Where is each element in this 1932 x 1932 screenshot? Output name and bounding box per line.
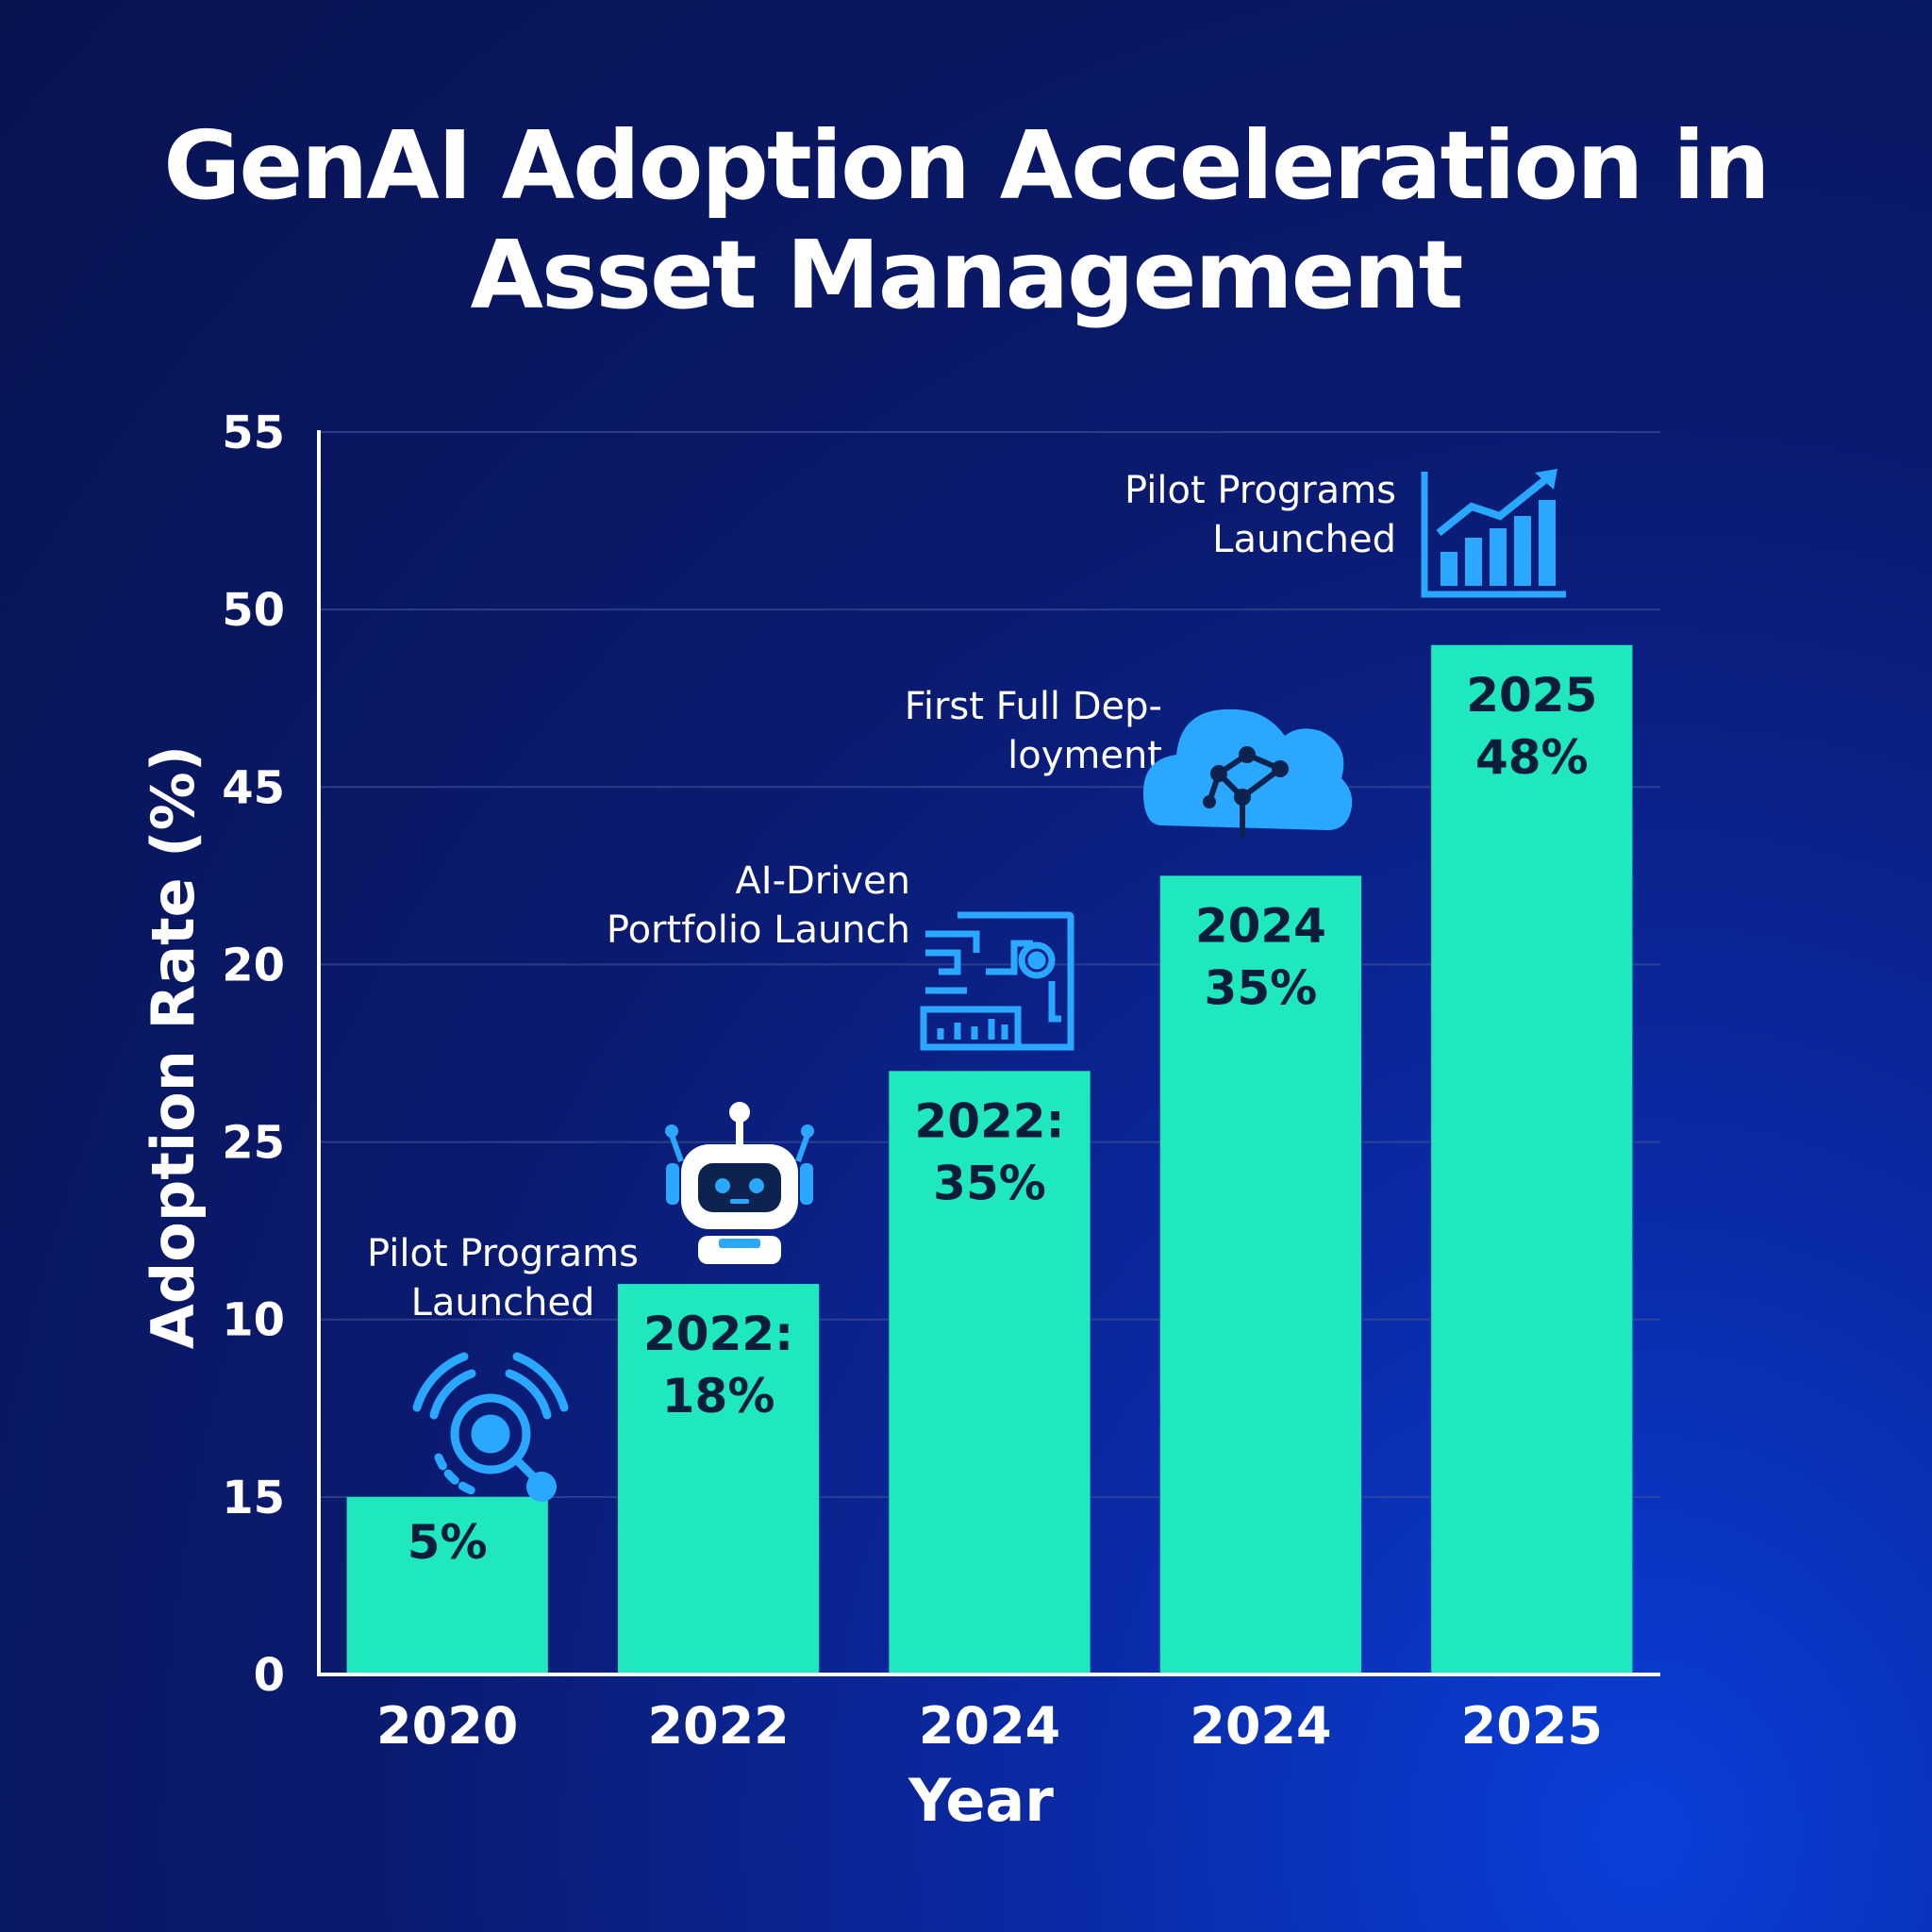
y-axis-label: Adoption Rate (%): [139, 745, 208, 1349]
x-tick-label: 2020: [376, 1696, 518, 1756]
bar: [346, 1496, 548, 1674]
annotation-text: loyment: [1008, 734, 1162, 777]
bar-value-label: 18%: [662, 1369, 775, 1424]
labels: 0 15 10 25 20 45 50 55 5% 2020 2022: 18% 2022 2022: 35…: [222, 407, 1603, 1756]
bar: [1431, 644, 1633, 1674]
annotation-text: First Full Dep-: [905, 685, 1162, 728]
y-tick-label: 0: [254, 1649, 285, 1702]
bar: [617, 1284, 820, 1674]
annotation-text: Portfolio Launch: [607, 908, 910, 952]
x-tick-label: 2022: [647, 1696, 789, 1756]
x-tick-label: 2025: [1461, 1696, 1603, 1756]
bar-value-label: 2025: [1466, 668, 1597, 723]
circuit-dashboard-icon: [920, 911, 1074, 1051]
bar-value-label: 5%: [408, 1515, 488, 1570]
annotation-text: Pilot Programs: [1124, 469, 1396, 512]
bars: [346, 644, 1633, 1674]
annotation-text: AI-Driven: [735, 859, 910, 903]
y-tick-label: 55: [222, 407, 285, 459]
target-search-icon: [412, 1352, 569, 1502]
bar-value-label: 48%: [1475, 730, 1589, 785]
y-tick-label: 25: [222, 1117, 285, 1170]
x-tick-label: 2024: [919, 1696, 1060, 1756]
annotation-text: Pilot Programs: [367, 1232, 639, 1275]
y-tick-label: 45: [222, 761, 285, 814]
chart-title: GenAI Adoption Acceleration in Asset Man…: [0, 111, 1932, 330]
annotation-text: Launched: [1212, 518, 1396, 561]
y-tick-label: 10: [222, 1294, 285, 1347]
axes: [317, 430, 1660, 1676]
annotation-text: Launched: [411, 1281, 595, 1324]
bar-value-label: 2024: [1195, 898, 1326, 953]
chart-title-line-1: GenAI Adoption Acceleration in: [163, 110, 1770, 221]
chart-title-line-2: Asset Management: [470, 220, 1464, 330]
y-tick-label: 15: [222, 1472, 285, 1524]
bar-value-label: 35%: [1205, 960, 1318, 1015]
x-tick-label: 2024: [1190, 1696, 1331, 1756]
y-tick-label: 20: [222, 939, 285, 991]
bar: [889, 1071, 1091, 1674]
growth-chart-icon: [1421, 469, 1566, 598]
bar: [1159, 875, 1362, 1674]
x-axis-label: Year: [908, 1766, 1054, 1835]
bar-value-label: 2022:: [643, 1307, 793, 1361]
y-tick-label: 50: [222, 584, 285, 637]
bar-value-label: 35%: [933, 1156, 1046, 1210]
cloud-network-icon: [1143, 708, 1353, 838]
bar-value-label: 2022:: [914, 1093, 1064, 1148]
robot-icon: [665, 1102, 814, 1264]
